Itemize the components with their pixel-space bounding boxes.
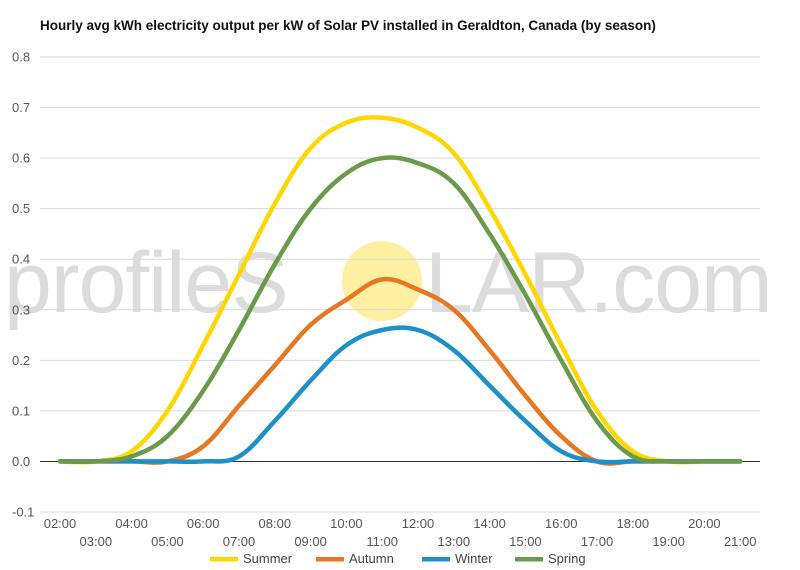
x-tick-label: 10:00 bbox=[330, 516, 363, 531]
x-tick-label: 07:00 bbox=[223, 534, 256, 549]
x-tick-label: 18:00 bbox=[617, 516, 650, 531]
y-tick-label: 0.1 bbox=[12, 403, 30, 418]
series-line-summer bbox=[57, 115, 743, 465]
x-tick-label: 12:00 bbox=[402, 516, 435, 531]
legend-label: Autumn bbox=[349, 551, 394, 566]
legend: Summer Autumn Winter Spring bbox=[210, 551, 586, 566]
legend-item-spring: Spring bbox=[515, 551, 586, 566]
legend-item-autumn: Autumn bbox=[316, 551, 394, 566]
x-tick-label: 20:00 bbox=[688, 516, 721, 531]
x-tick-label: 17:00 bbox=[581, 534, 614, 549]
watermark-text-right: LAR.com bbox=[425, 235, 772, 331]
x-tick-label: 08:00 bbox=[259, 516, 292, 531]
x-tick-label: 13:00 bbox=[438, 534, 471, 549]
x-tick-label: 19:00 bbox=[652, 534, 685, 549]
legend-label: Winter bbox=[455, 551, 493, 566]
y-axis: -0.1 0.0 0.1 0.2 0.3 0.4 0.5 0.6 0.7 0.8 bbox=[12, 50, 34, 520]
x-tick-label: 11:00 bbox=[366, 534, 398, 549]
chart-title: Hourly avg kWh electricity output per kW… bbox=[40, 18, 656, 33]
y-tick-label: 0.0 bbox=[12, 454, 30, 469]
x-tick-label: 14:00 bbox=[473, 516, 506, 531]
y-tick-label: 0.5 bbox=[12, 201, 30, 216]
x-axis: 02:0003:0004:0005:0006:0007:0008:0009:00… bbox=[44, 516, 757, 549]
y-tick-label: -0.1 bbox=[12, 505, 34, 520]
x-tick-label: 09:00 bbox=[294, 534, 327, 549]
x-tick-label: 03:00 bbox=[80, 534, 113, 549]
y-tick-label: 0.2 bbox=[12, 353, 30, 368]
y-tick-label: 0.3 bbox=[12, 302, 30, 317]
legend-swatch bbox=[210, 557, 238, 562]
x-tick-label: 21:00 bbox=[724, 534, 757, 549]
series-lines bbox=[57, 115, 743, 466]
legend-label: Summer bbox=[243, 551, 293, 566]
legend-swatch bbox=[515, 557, 543, 562]
watermark-text-left: profileS bbox=[4, 235, 288, 331]
y-tick-label: 0.7 bbox=[12, 100, 30, 115]
x-tick-label: 15:00 bbox=[509, 534, 542, 549]
x-tick-label: 02:00 bbox=[44, 516, 77, 531]
legend-item-winter: Winter bbox=[422, 551, 493, 566]
y-tick-label: 0.4 bbox=[12, 252, 30, 267]
x-tick-label: 06:00 bbox=[187, 516, 220, 531]
x-tick-label: 04:00 bbox=[115, 516, 148, 531]
series-line-spring bbox=[57, 155, 743, 465]
y-tick-label: 0.6 bbox=[12, 151, 30, 166]
series-line-winter bbox=[57, 325, 743, 465]
legend-swatch bbox=[316, 557, 344, 562]
legend-label: Spring bbox=[548, 551, 586, 566]
legend-item-summer: Summer bbox=[210, 551, 293, 566]
y-tick-label: 0.8 bbox=[12, 50, 30, 65]
x-tick-label: 16:00 bbox=[545, 516, 578, 531]
watermark: profileS LAR.com bbox=[4, 235, 773, 331]
x-tick-label: 05:00 bbox=[151, 534, 184, 549]
legend-swatch bbox=[422, 557, 450, 562]
